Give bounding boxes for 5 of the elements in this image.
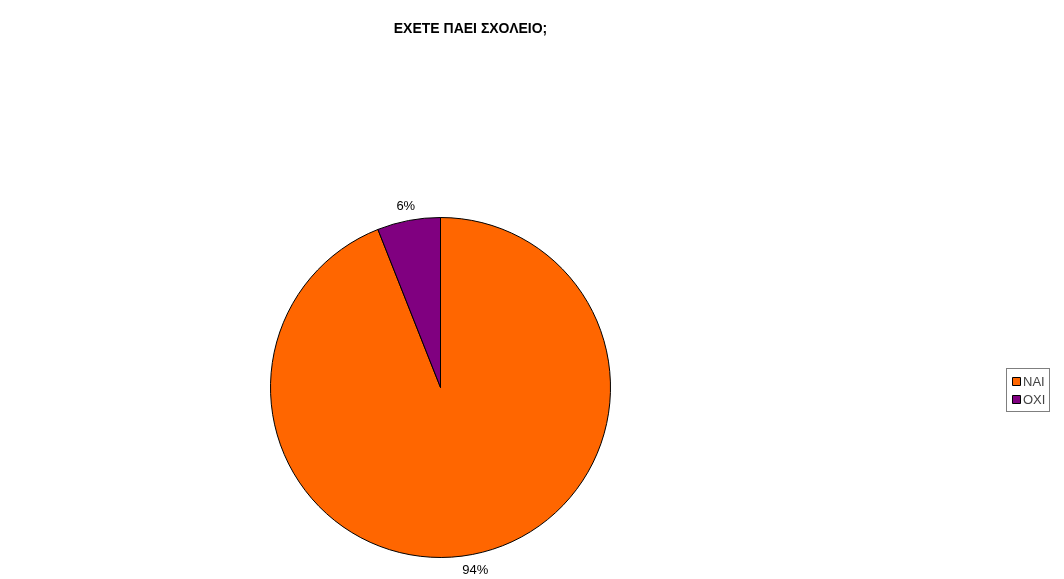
legend-label: ΝΑΙ (1023, 373, 1045, 389)
data-label: 6% (396, 197, 416, 213)
data-label: 94% (462, 562, 489, 578)
legend-label: ΟΧΙ (1023, 391, 1046, 407)
chart-title: ΕΧΕΤΕ ΠΑΕΙ ΣΧΟΛΕΙΟ; (393, 19, 548, 36)
